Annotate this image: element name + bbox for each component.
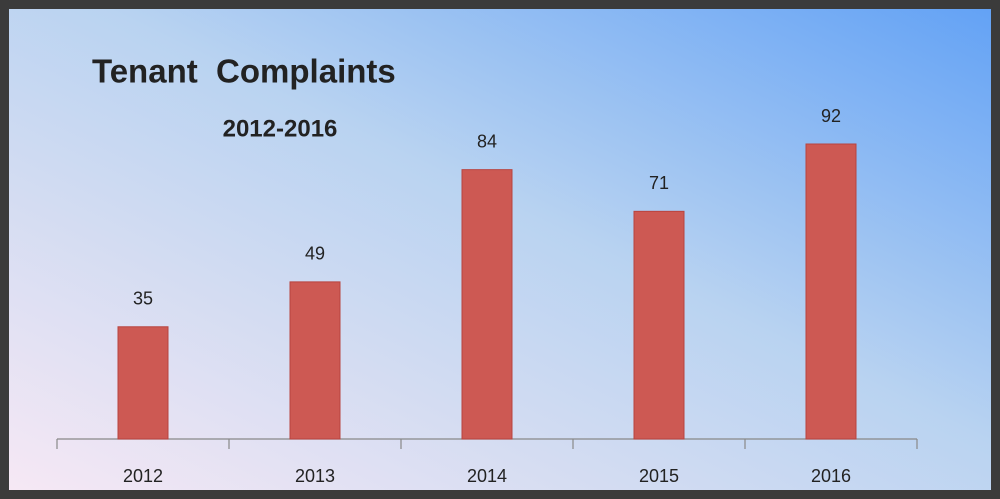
- bar: [117, 326, 169, 440]
- x-tick-label: 2012: [123, 466, 163, 486]
- bar: [633, 210, 685, 440]
- x-tick-label: 2014: [467, 466, 507, 486]
- bar: [805, 143, 857, 440]
- x-tick-label: 2013: [295, 466, 335, 486]
- chart-title: Tenant Complaints: [92, 53, 396, 90]
- data-label: 84: [477, 131, 497, 151]
- data-label: 35: [133, 289, 153, 309]
- x-tick-label: 2016: [811, 466, 851, 486]
- chart-subtitle: 2012-2016: [223, 115, 338, 142]
- data-label: 71: [649, 173, 669, 193]
- data-label: 49: [305, 244, 325, 264]
- bar: [289, 281, 341, 440]
- bar: [461, 169, 513, 440]
- data-label: 92: [821, 106, 841, 126]
- x-tick-label: 2015: [639, 466, 679, 486]
